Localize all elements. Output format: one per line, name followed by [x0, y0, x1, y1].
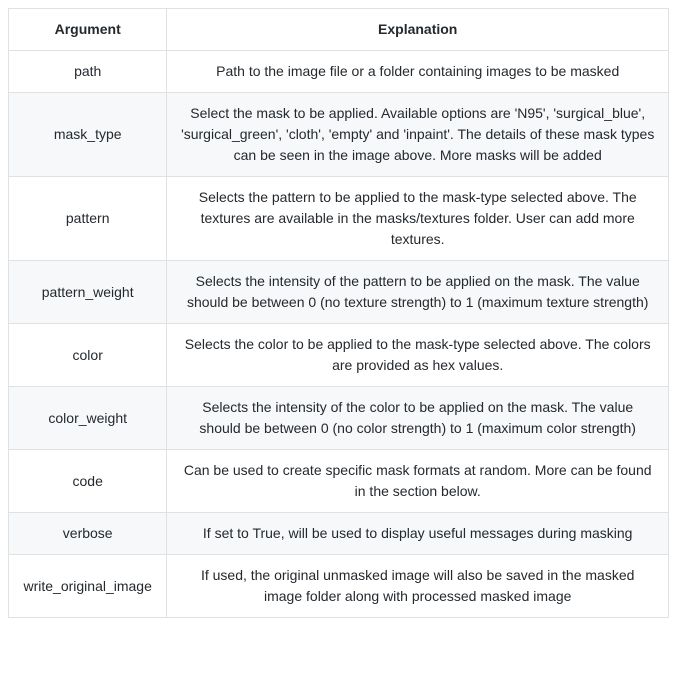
- table-row: path Path to the image file or a folder …: [9, 51, 669, 93]
- explanation-cell: Selects the color to be applied to the m…: [167, 324, 669, 387]
- arguments-table: Argument Explanation path Path to the im…: [8, 8, 669, 618]
- argument-cell: pattern: [9, 177, 167, 261]
- argument-cell: path: [9, 51, 167, 93]
- explanation-cell: Select the mask to be applied. Available…: [167, 93, 669, 177]
- explanation-cell: Selects the pattern to be applied to the…: [167, 177, 669, 261]
- explanation-cell: Path to the image file or a folder conta…: [167, 51, 669, 93]
- argument-cell: mask_type: [9, 93, 167, 177]
- explanation-cell: Selects the intensity of the pattern to …: [167, 261, 669, 324]
- column-header-argument: Argument: [9, 9, 167, 51]
- table-row: pattern Selects the pattern to be applie…: [9, 177, 669, 261]
- argument-cell: verbose: [9, 513, 167, 555]
- table-row: mask_type Select the mask to be applied.…: [9, 93, 669, 177]
- argument-cell: pattern_weight: [9, 261, 167, 324]
- table-row: verbose If set to True, will be used to …: [9, 513, 669, 555]
- argument-cell: color: [9, 324, 167, 387]
- table-row: color Selects the color to be applied to…: [9, 324, 669, 387]
- column-header-explanation: Explanation: [167, 9, 669, 51]
- explanation-cell: Selects the intensity of the color to be…: [167, 387, 669, 450]
- argument-cell: color_weight: [9, 387, 167, 450]
- argument-cell: write_original_image: [9, 555, 167, 618]
- table-row: code Can be used to create specific mask…: [9, 450, 669, 513]
- table-row: pattern_weight Selects the intensity of …: [9, 261, 669, 324]
- table-row: write_original_image If used, the origin…: [9, 555, 669, 618]
- argument-cell: code: [9, 450, 167, 513]
- explanation-cell: If used, the original unmasked image wil…: [167, 555, 669, 618]
- table-header-row: Argument Explanation: [9, 9, 669, 51]
- table-row: color_weight Selects the intensity of th…: [9, 387, 669, 450]
- explanation-cell: Can be used to create specific mask form…: [167, 450, 669, 513]
- explanation-cell: If set to True, will be used to display …: [167, 513, 669, 555]
